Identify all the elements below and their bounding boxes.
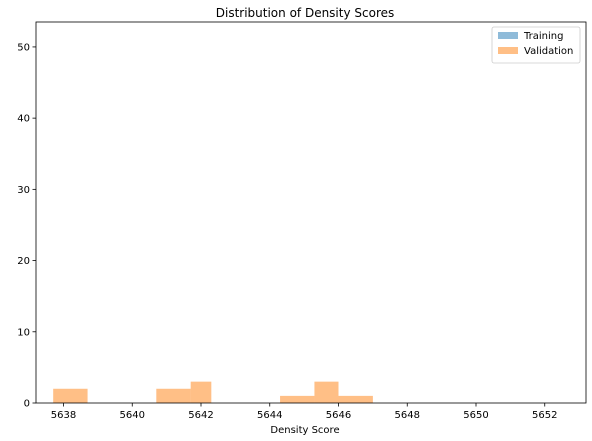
legend-label-validation: Validation <box>524 46 573 57</box>
histogram-bar-1-3 <box>280 395 315 403</box>
bars-group <box>53 381 373 403</box>
legend-label-training: Training <box>523 31 563 42</box>
histogram-bar-1-5 <box>338 395 373 403</box>
legend-swatch-validation <box>498 47 518 54</box>
histogram-bar-1-1 <box>156 388 191 403</box>
axes-group: 5638 5640 5642 5644 5646 5648 5650 5652 0 10 20 30 4… <box>17 21 587 421</box>
x-tick-label: 5638 <box>51 410 76 421</box>
x-axis-label: Density Score <box>270 425 339 436</box>
x-tick-label: 5650 <box>463 410 488 421</box>
legend-swatch-training <box>498 32 518 39</box>
plot-frame <box>35 21 587 404</box>
y-tick-label: 30 <box>17 185 30 196</box>
x-tick-label: 5640 <box>120 410 145 421</box>
x-tick-label: 5646 <box>326 410 351 421</box>
x-tick-label: 5644 <box>257 410 282 421</box>
chart-title: Distribution of Density Scores <box>216 6 395 20</box>
y-tick-label: 0 <box>24 399 30 410</box>
x-tick-label: 5648 <box>395 410 420 421</box>
y-tick-label: 10 <box>17 327 30 338</box>
histogram-bar-1-4 <box>314 381 339 403</box>
x-tick-label: 5642 <box>188 410 213 421</box>
y-tick-label: 40 <box>17 114 30 125</box>
legend: Training Validation <box>491 26 581 64</box>
histogram-bar-1-2 <box>190 381 212 403</box>
histogram-bar-1-0 <box>53 388 88 403</box>
y-tick-label: 20 <box>17 256 30 267</box>
x-tick-label: 5652 <box>532 410 557 421</box>
y-tick-label: 50 <box>17 42 30 53</box>
